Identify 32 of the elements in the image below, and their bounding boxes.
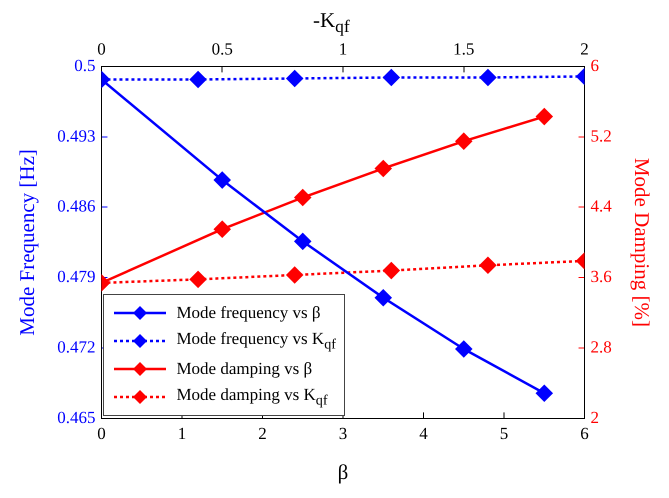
legend-label: Mode damping vs β	[176, 359, 312, 380]
x2-tick-label: 2	[580, 40, 589, 59]
x2-tick-label: 0	[97, 40, 106, 59]
legend-label: Mode frequency vs K$_{qf}$	[176, 329, 336, 354]
y-tick-label: 0.5	[74, 56, 96, 75]
x2-tick-label: 1.5	[453, 40, 474, 59]
x2-tick-label: 0.5	[212, 40, 233, 59]
y2-tick-label: 5.2	[590, 126, 612, 146]
x-tick-label: 5	[500, 424, 508, 444]
x-tick-label: 6	[580, 424, 589, 444]
x-tick-label: 0	[97, 424, 106, 444]
legend-label: Mode damping vs K$_{qf}$	[176, 385, 328, 410]
y2-tick-label: 2.8	[590, 337, 612, 356]
y-tick-label: 0.493	[57, 126, 96, 146]
x-tick-label: 1	[178, 424, 186, 444]
y-tick-label: 0.465	[57, 408, 96, 427]
x-tick-label: 2	[258, 424, 267, 444]
y2-tick-label: 4.4	[590, 196, 612, 216]
x-tick-label: 3	[338, 424, 348, 444]
y2-tick-label: 3.6	[590, 267, 612, 286]
x-axis-title: β	[338, 460, 348, 484]
x-tick-label: 4	[419, 424, 428, 444]
legend-label: Mode frequency vs β	[176, 303, 321, 324]
y-tick-label: 0.472	[57, 337, 96, 356]
y2-tick-label: 6	[590, 56, 600, 75]
y-tick-label: 0.479	[57, 267, 96, 286]
x2-axis-title: -K$_{qf}$	[313, 8, 350, 38]
y2-tick-label: 2	[590, 408, 600, 427]
x2-tick-label: 1	[338, 40, 348, 59]
y2-axis-title: Mode Damping [%]	[630, 158, 654, 327]
y-axis-title: Mode Frequency [Hz]	[15, 149, 40, 336]
y-tick-label: 0.486	[57, 196, 96, 216]
